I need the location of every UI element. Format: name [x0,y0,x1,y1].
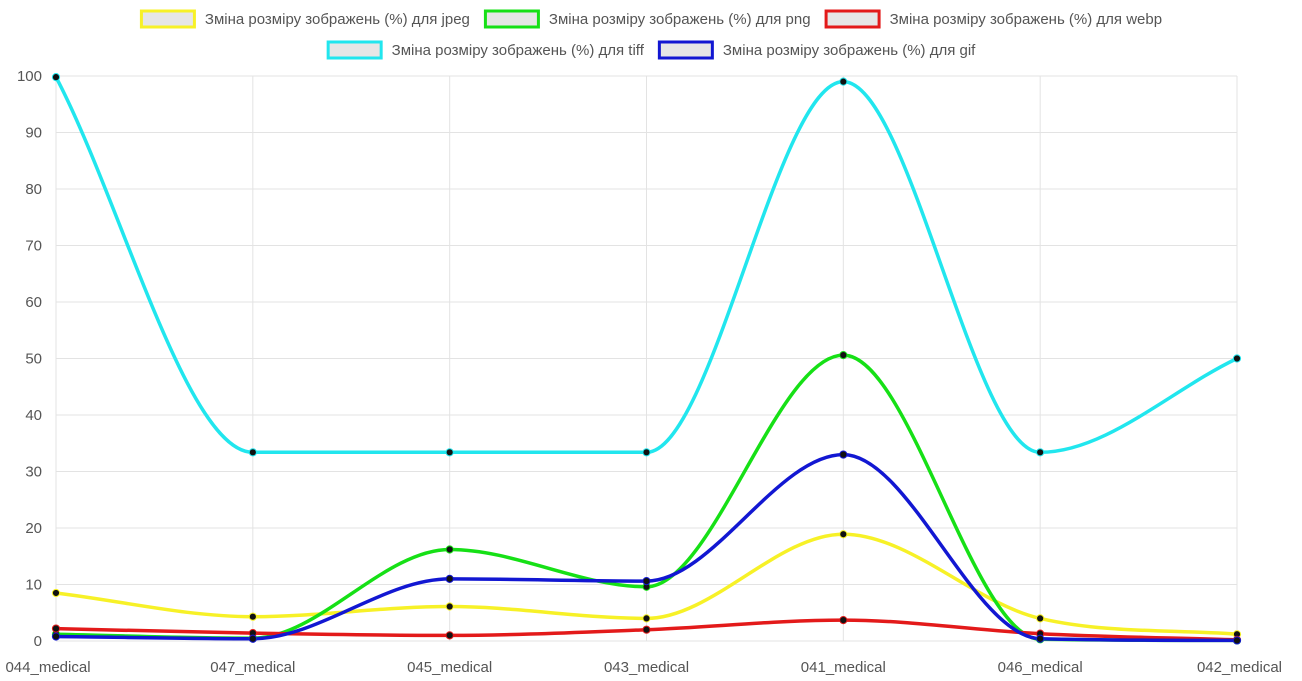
y-tick-label: 90 [25,125,42,142]
legend-label: Зміна розміру зображень (%) для png [549,11,811,28]
data-point[interactable] [248,612,257,621]
data-point[interactable] [51,588,61,598]
legend-item[interactable]: Зміна розміру зображень (%) для tiff [326,40,645,60]
data-point[interactable] [839,530,848,539]
legend-label: Зміна розміру зображень (%) для jpeg [205,11,470,28]
legend-swatch [824,9,881,29]
legend-label: Зміна розміру зображень (%) для webp [890,11,1163,28]
data-point[interactable] [51,632,61,641]
data-point[interactable] [642,448,651,457]
x-tick-label: 041_medical [801,659,886,676]
data-point[interactable] [839,615,848,625]
legend-swatch [657,40,714,60]
y-tick-label: 10 [25,577,42,594]
legend-swatch [483,9,540,29]
legend-swatch [139,9,196,29]
legend-item[interactable]: Зміна розміру зображень (%) для gif [657,40,976,60]
data-point[interactable] [642,614,651,623]
y-tick-label: 40 [25,407,42,424]
x-tick-label: 046_medical [998,659,1083,676]
data-point[interactable] [1036,634,1045,643]
y-tick-label: 60 [25,294,42,311]
legend-item[interactable]: Зміна розміру зображень (%) для jpeg [139,9,470,29]
data-point[interactable] [445,448,454,457]
data-point[interactable] [642,577,651,586]
series-line [54,76,1238,455]
data-point[interactable] [839,450,848,459]
legend-swatch [326,40,383,60]
data-point[interactable] [248,634,257,643]
y-tick-label: 0 [34,633,42,650]
chart-points [51,73,1242,645]
chart-legend: Зміна розміру зображень (%) для jpeg Змін… [139,9,1163,60]
data-point[interactable] [839,77,848,86]
x-tick-label: 045_medical [407,659,492,676]
data-point[interactable] [1232,636,1242,645]
x-tick-label: 044_medical [5,659,90,676]
data-point[interactable] [1036,614,1045,623]
data-point[interactable] [51,624,61,633]
data-point[interactable] [445,574,454,583]
data-point[interactable] [248,448,257,457]
chart-grid [55,75,1238,642]
data-point[interactable] [445,631,454,640]
y-tick-label: 70 [25,238,42,255]
data-point[interactable] [1036,448,1045,457]
data-point[interactable] [642,625,651,634]
data-point[interactable] [445,545,454,554]
x-tick-label: 043_medical [604,659,689,676]
x-tick-label: 047_medical [210,659,295,676]
legend-label: Зміна розміру зображень (%) для tiff [392,42,645,59]
y-tick-label: 20 [25,520,42,537]
data-point[interactable] [839,351,848,360]
y-tick-label: 80 [25,181,42,198]
x-tick-label: 042_medical [1197,659,1282,676]
y-tick-label: 50 [25,351,42,368]
legend-label: Зміна розміру зображень (%) для gif [723,42,976,59]
legend-item[interactable]: Зміна розміру зображень (%) для webp [824,9,1163,29]
data-point[interactable] [445,602,454,611]
x-axis: 044_medical 047_medical 045_medical 043_med… [5,659,1282,676]
y-tick-label: 100 [17,68,42,85]
y-tick-label: 30 [25,464,42,481]
legend-item[interactable]: Зміна розміру зображень (%) для png [483,9,811,29]
data-point[interactable] [51,73,61,82]
y-axis: 0 10 20 30 40 50 60 70 80 90 100 [17,68,42,650]
data-point[interactable] [1232,354,1242,363]
